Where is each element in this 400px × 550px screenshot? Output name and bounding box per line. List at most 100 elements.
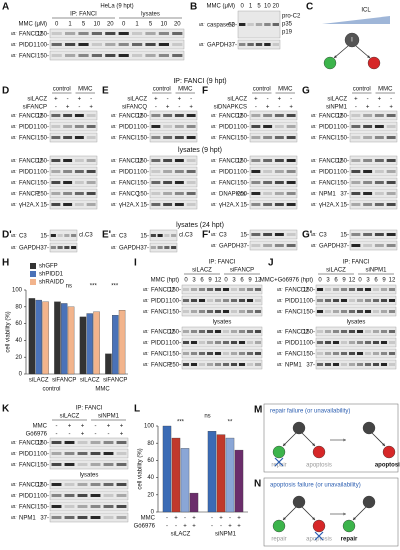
ib-prefix: IB: — [11, 482, 17, 487]
ib-target: FANCI — [119, 181, 137, 187]
scheme-title: repair failure (or unavailability) — [270, 409, 350, 415]
toggle-name: MMC — [141, 516, 156, 522]
group-label: siFANCP — [230, 268, 254, 274]
x-tick-label: siLACZ — [29, 378, 49, 384]
lane-label: 5 — [82, 22, 86, 28]
bar — [93, 311, 100, 375]
blot-strip — [249, 166, 298, 177]
band — [64, 463, 75, 466]
band — [374, 192, 384, 195]
band — [74, 203, 84, 206]
ib-target: FANCD2 — [19, 441, 43, 447]
bar — [112, 315, 119, 375]
ib-target: caspase-2 — [207, 23, 235, 29]
toggle-sign: - — [255, 105, 257, 111]
mw-marker: 150- — [169, 352, 181, 358]
band — [51, 516, 62, 519]
failure-cross — [274, 457, 284, 467]
band — [150, 246, 156, 249]
mw-marker: 150- — [169, 330, 181, 336]
ib-prefix: IB: — [11, 113, 17, 118]
band — [214, 363, 222, 366]
y-axis-label: cell viability (%) — [6, 311, 12, 352]
mw-marker: 150- — [337, 136, 349, 142]
band — [74, 125, 84, 128]
band — [388, 363, 396, 366]
node — [292, 421, 306, 435]
ib-prefix: IB: — [11, 124, 17, 129]
bar — [189, 492, 199, 513]
mw-marker: 150- — [337, 114, 349, 120]
toggle-sign: + — [120, 432, 124, 438]
band — [65, 32, 76, 35]
band — [222, 288, 230, 291]
ib-prefix: IB: — [211, 113, 217, 118]
band — [164, 234, 170, 237]
band — [363, 114, 373, 117]
band — [51, 43, 62, 46]
ib-target: FANCD2 — [285, 330, 309, 336]
band-note: pro-C2 — [282, 14, 301, 20]
blot-strip — [181, 337, 263, 348]
band — [182, 330, 190, 333]
lane-label: 5 — [257, 4, 261, 10]
mw-marker: 15- — [140, 234, 149, 240]
ib-target: PIDD1 — [19, 125, 37, 131]
ib-prefix: IB: — [277, 362, 283, 367]
blot-strip — [149, 242, 178, 253]
ib-target: FANCI — [319, 136, 337, 142]
blot-strip — [149, 110, 198, 121]
band — [74, 192, 84, 195]
band — [286, 192, 296, 195]
path-label: repair — [271, 537, 286, 543]
band — [316, 330, 324, 333]
band — [182, 363, 190, 366]
band — [214, 288, 222, 291]
band — [105, 54, 116, 57]
band — [163, 181, 173, 184]
ib-target: NPM1 — [319, 192, 336, 198]
band — [71, 234, 77, 237]
band — [230, 310, 238, 313]
band — [74, 170, 84, 173]
band — [356, 330, 364, 333]
blot-strip — [181, 306, 263, 317]
y-tick-label: 80 — [147, 441, 154, 447]
band — [372, 288, 380, 291]
band — [286, 203, 296, 206]
mw-marker: 100- — [37, 125, 49, 131]
band — [316, 363, 324, 366]
ib-prefix: IB: — [111, 124, 117, 129]
ib-prefix: IB: — [211, 169, 217, 174]
toggle-sign: - — [211, 516, 213, 522]
band — [64, 516, 75, 519]
band — [316, 310, 324, 313]
arrow-head — [283, 517, 286, 520]
blot-strip — [249, 229, 298, 240]
band — [374, 170, 384, 173]
band — [286, 181, 296, 184]
toggle-sign: - — [211, 524, 213, 530]
band — [64, 246, 70, 249]
arrow-head — [283, 443, 286, 446]
mw-marker: 50- — [228, 23, 237, 29]
lane-label: 9 — [342, 278, 346, 284]
lane-label: 0 — [55, 22, 59, 28]
toggle-sign: - — [155, 105, 157, 111]
band — [351, 244, 361, 247]
toggle-sign: - — [56, 424, 58, 430]
band — [263, 181, 273, 184]
band — [51, 125, 61, 128]
band — [163, 159, 173, 162]
band — [163, 114, 173, 117]
toggle-sign: + — [183, 524, 187, 530]
band — [116, 463, 127, 466]
toggle-sign: + — [166, 105, 170, 111]
y-tick-label: 40 — [147, 475, 154, 481]
lane-label: 10 — [94, 22, 101, 28]
band — [251, 159, 261, 162]
y-axis-label: cell viability (%) — [138, 448, 144, 489]
band — [51, 452, 62, 455]
band — [263, 136, 273, 139]
outcome-label: apoptosis — [375, 463, 400, 469]
